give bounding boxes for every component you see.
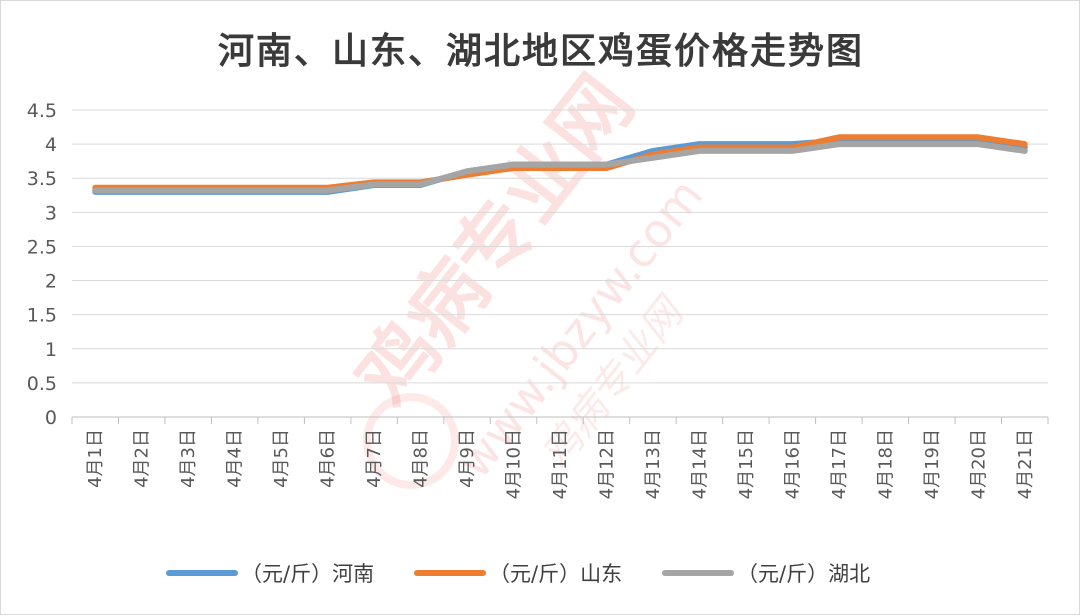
- y-tick-label: 2: [45, 271, 57, 293]
- x-tick-label: 4月11日: [550, 429, 571, 499]
- x-tick-label: 4月16日: [782, 429, 803, 499]
- y-tick-label: 0.5: [27, 373, 57, 395]
- x-tick-label: 4月9日: [457, 429, 478, 488]
- y-tick-label: 0: [45, 407, 57, 429]
- x-tick-label: 4月3日: [178, 429, 199, 488]
- x-tick-label: 4月5日: [271, 429, 292, 488]
- chart-title: 河南、山东、湖北地区鸡蛋价格走势图: [218, 30, 864, 72]
- legend: （元/斤）河南 （元/斤）山东 （元/斤）湖北: [166, 562, 870, 586]
- series-lines: [92, 134, 1028, 195]
- x-tick-label: 4月2日: [132, 429, 153, 488]
- x-tick-label: 4月19日: [922, 429, 943, 499]
- legend-label-0: （元/斤）河南: [241, 562, 374, 586]
- x-tick-label: 4月13日: [643, 429, 664, 499]
- y-tick-label: 4.5: [27, 100, 57, 122]
- x-tick-label: 4月7日: [364, 429, 385, 488]
- x-tick-label: 4月17日: [829, 429, 850, 499]
- x-tick-label: 4月21日: [1015, 429, 1036, 499]
- x-tick-label: 4月1日: [85, 429, 106, 488]
- legend-label-1: （元/斤）山东: [489, 562, 622, 586]
- y-tick-label: 3: [45, 202, 57, 224]
- y-tick-label: 1: [45, 339, 57, 361]
- y-tick-label: 3.5: [27, 168, 57, 190]
- x-tick-label: 4月15日: [736, 429, 757, 499]
- y-tick-label: 2.5: [27, 236, 57, 258]
- y-tick-label: 4: [45, 134, 57, 156]
- y-tick-label: 1.5: [27, 305, 57, 327]
- tick-labels: 0 0.5 1 1.5 2 2.5 3 3.5 4 4.5 4月1日 4月2日 4月3日 4月4日 4月5日…: [27, 100, 1036, 499]
- x-tick-label: 4月12日: [596, 429, 617, 499]
- gridlines: [71, 109, 1049, 424]
- x-tick-label: 4月20日: [968, 429, 989, 499]
- x-tick-label: 4月14日: [689, 429, 710, 499]
- legend-label-2: （元/斤）湖北: [737, 562, 870, 586]
- watermark-emblem: [363, 393, 459, 489]
- x-tick-label: 4月18日: [875, 429, 896, 499]
- x-tick-label: 4月4日: [225, 429, 246, 488]
- x-tick-label: 4月6日: [318, 429, 339, 488]
- x-tick-label: 4月10日: [504, 429, 525, 499]
- x-tick-label: 4月8日: [411, 429, 432, 488]
- series-line-2: [92, 141, 1028, 194]
